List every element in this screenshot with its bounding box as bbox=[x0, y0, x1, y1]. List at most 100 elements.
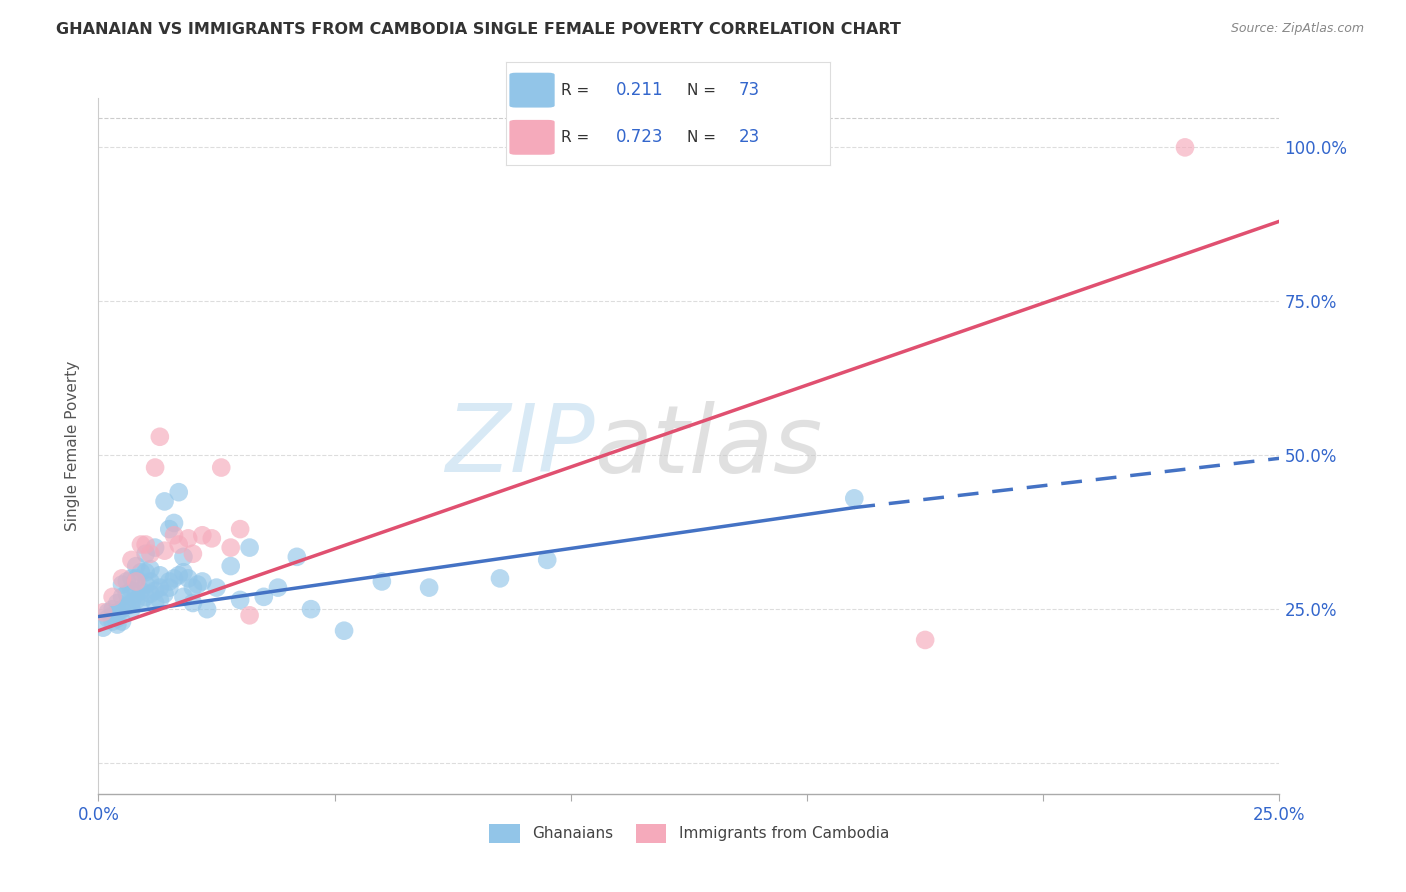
Point bbox=[153, 543, 176, 558]
Point bbox=[135, 590, 157, 604]
Point bbox=[418, 581, 440, 595]
Point bbox=[105, 596, 128, 610]
Point bbox=[163, 516, 186, 530]
Point bbox=[181, 581, 204, 595]
Point bbox=[299, 602, 322, 616]
Point bbox=[163, 571, 186, 585]
Text: 23: 23 bbox=[740, 128, 761, 146]
Point bbox=[163, 528, 186, 542]
Point bbox=[285, 549, 308, 564]
Point bbox=[167, 568, 190, 582]
Point bbox=[121, 553, 143, 567]
Point bbox=[1174, 140, 1197, 154]
Point bbox=[91, 621, 114, 635]
Point bbox=[139, 562, 162, 576]
Point bbox=[111, 571, 134, 585]
Point bbox=[219, 559, 242, 574]
Point bbox=[149, 581, 172, 595]
Point bbox=[172, 549, 194, 564]
Point bbox=[97, 611, 120, 625]
Text: N =: N = bbox=[688, 83, 721, 97]
Point bbox=[209, 460, 232, 475]
Point bbox=[157, 581, 180, 595]
Point bbox=[172, 590, 194, 604]
Point bbox=[219, 541, 242, 555]
Point bbox=[177, 571, 200, 585]
Point bbox=[167, 537, 190, 551]
Y-axis label: Single Female Poverty: Single Female Poverty bbox=[65, 361, 80, 531]
Point bbox=[914, 632, 936, 647]
Point bbox=[135, 577, 157, 591]
Point bbox=[157, 522, 180, 536]
Point bbox=[91, 605, 114, 619]
Point bbox=[115, 587, 138, 601]
Point bbox=[121, 596, 143, 610]
Point bbox=[177, 532, 200, 546]
Point bbox=[267, 581, 290, 595]
Point bbox=[105, 617, 128, 632]
Point bbox=[101, 615, 124, 629]
Point bbox=[129, 537, 152, 551]
Point bbox=[153, 587, 176, 601]
Point bbox=[149, 430, 172, 444]
Point bbox=[191, 574, 214, 589]
Point bbox=[105, 611, 128, 625]
Point bbox=[125, 571, 148, 585]
Text: GHANAIAN VS IMMIGRANTS FROM CAMBODIA SINGLE FEMALE POVERTY CORRELATION CHART: GHANAIAN VS IMMIGRANTS FROM CAMBODIA SIN… bbox=[56, 22, 901, 37]
Point bbox=[143, 583, 166, 598]
Point bbox=[489, 571, 512, 585]
Point bbox=[135, 566, 157, 580]
Point bbox=[135, 547, 157, 561]
Point bbox=[115, 599, 138, 613]
Point bbox=[172, 566, 194, 580]
Point bbox=[191, 528, 214, 542]
Point bbox=[187, 577, 209, 591]
Point bbox=[181, 596, 204, 610]
Point bbox=[149, 593, 172, 607]
Text: 0.211: 0.211 bbox=[616, 81, 664, 99]
Text: Source: ZipAtlas.com: Source: ZipAtlas.com bbox=[1230, 22, 1364, 36]
Point bbox=[125, 587, 148, 601]
Text: ZIP: ZIP bbox=[444, 401, 595, 491]
Point bbox=[229, 522, 252, 536]
Point bbox=[143, 596, 166, 610]
Point bbox=[121, 583, 143, 598]
FancyBboxPatch shape bbox=[509, 73, 554, 108]
Text: R =: R = bbox=[561, 130, 595, 145]
Text: N =: N = bbox=[688, 130, 721, 145]
Point bbox=[129, 566, 152, 580]
Point bbox=[195, 602, 218, 616]
Point bbox=[149, 568, 172, 582]
Point bbox=[205, 581, 228, 595]
Point bbox=[371, 574, 394, 589]
Point bbox=[143, 541, 166, 555]
Point bbox=[105, 605, 128, 619]
Point bbox=[139, 587, 162, 601]
Text: atlas: atlas bbox=[595, 401, 823, 491]
FancyBboxPatch shape bbox=[509, 120, 554, 155]
Point bbox=[125, 593, 148, 607]
Point bbox=[143, 460, 166, 475]
Point bbox=[229, 593, 252, 607]
Point bbox=[135, 537, 157, 551]
Point bbox=[181, 547, 204, 561]
Point bbox=[101, 608, 124, 623]
Point bbox=[239, 541, 262, 555]
Point bbox=[101, 602, 124, 616]
Text: 0.723: 0.723 bbox=[616, 128, 664, 146]
Point bbox=[239, 608, 262, 623]
Point bbox=[115, 574, 138, 589]
Point bbox=[111, 615, 134, 629]
Point bbox=[157, 574, 180, 589]
Point bbox=[97, 605, 120, 619]
Point bbox=[253, 590, 276, 604]
Point bbox=[153, 494, 176, 508]
Point bbox=[129, 596, 152, 610]
Point bbox=[111, 602, 134, 616]
Point bbox=[167, 485, 190, 500]
Point bbox=[201, 532, 224, 546]
Point bbox=[536, 553, 558, 567]
Point bbox=[121, 571, 143, 585]
Point bbox=[121, 602, 143, 616]
Point bbox=[139, 547, 162, 561]
